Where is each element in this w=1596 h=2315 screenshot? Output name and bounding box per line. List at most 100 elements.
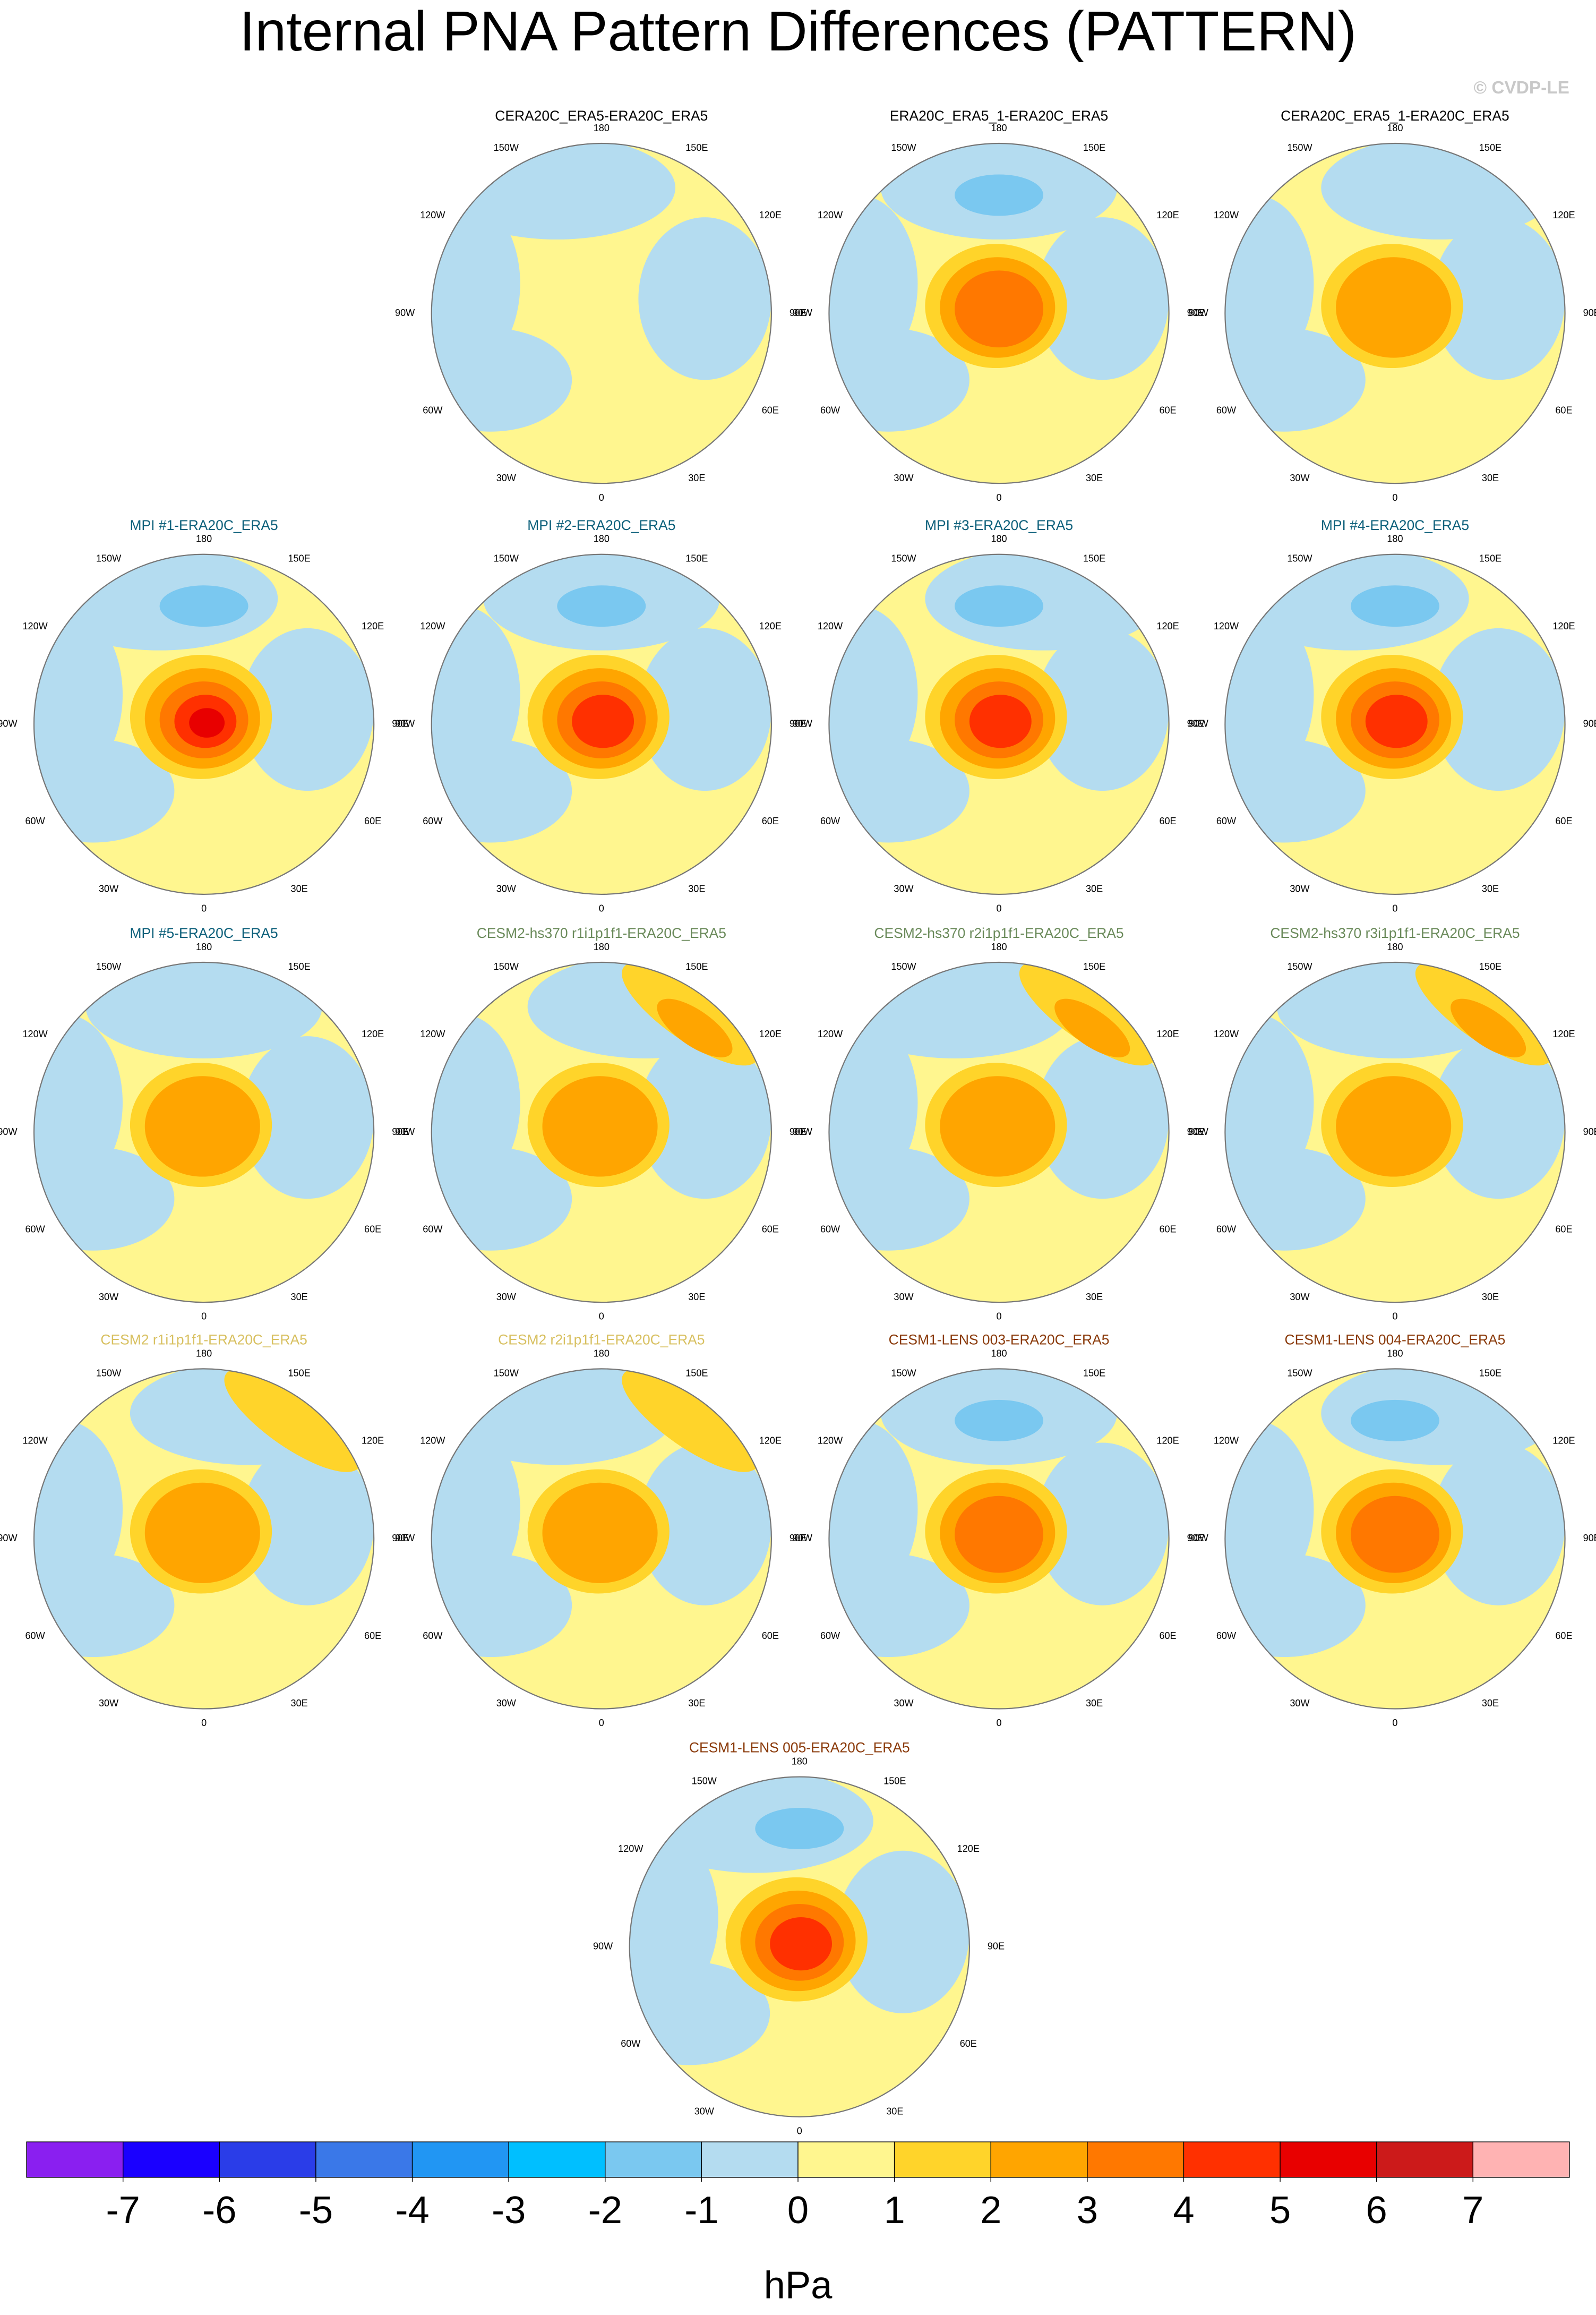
negative-region xyxy=(1225,195,1314,373)
longitude-label: 120W xyxy=(818,1029,843,1039)
longitude-label: 0 xyxy=(599,492,604,503)
pacific-positive xyxy=(657,998,733,1057)
colorbar-box xyxy=(123,2141,220,2178)
longitude-label: 150W xyxy=(494,553,519,564)
longitude-label: 120E xyxy=(362,1029,384,1039)
map-outline xyxy=(828,142,1170,484)
longitude-label: 90E xyxy=(790,1126,806,1137)
longitude-label: 90W xyxy=(1189,1533,1208,1543)
negative-region xyxy=(241,628,374,791)
colorbar-tick-label: -3 xyxy=(492,2189,526,2232)
longitude-label: 60W xyxy=(1216,1224,1236,1234)
longitude-label: 150E xyxy=(883,1775,906,1786)
longitude-label: 120W xyxy=(1214,1436,1239,1446)
polar-positive xyxy=(1336,257,1452,358)
negative-region xyxy=(241,1442,374,1605)
negative-region xyxy=(836,1850,969,2013)
panel-title: CESM2-hs370 r1i1p1f1-ERA20C_ERA5 xyxy=(477,925,726,941)
longitude-label: 0 xyxy=(1392,903,1397,914)
polar-positive xyxy=(1336,1076,1452,1177)
longitude-label: 30W xyxy=(1290,1698,1309,1709)
longitude-label: 90W xyxy=(395,719,415,729)
negative-core xyxy=(159,585,248,627)
longitude-label: 30W xyxy=(694,2106,714,2116)
longitude-label: 0 xyxy=(997,903,1002,914)
negative-region xyxy=(1321,143,1558,240)
longitude-label: 60E xyxy=(1159,405,1176,415)
longitude-label: 180 xyxy=(991,1348,1007,1359)
longitude-label: 60E xyxy=(762,1224,779,1234)
polar-positive xyxy=(572,695,634,748)
longitude-label: 30E xyxy=(886,2106,903,2116)
colorbar-tick-label: -7 xyxy=(106,2189,140,2232)
panel-title: CESM2 r2i1p1f1-ERA20C_ERA5 xyxy=(498,1331,705,1347)
longitude-label: 0 xyxy=(201,1311,207,1322)
negative-region xyxy=(629,1828,718,2006)
longitude-label: 60E xyxy=(960,2038,977,2049)
longitude-label: 150E xyxy=(1479,553,1501,564)
longitude-label: 90E xyxy=(988,1941,1005,1951)
negative-core xyxy=(1350,585,1439,627)
longitude-label: 90E xyxy=(1187,719,1204,729)
polar-positive xyxy=(189,708,225,738)
colorbar-box xyxy=(26,2141,124,2178)
colorbar-tick-label: 7 xyxy=(1462,2189,1483,2232)
negative-region xyxy=(1432,1442,1565,1605)
negative-region xyxy=(1225,1420,1314,1598)
longitude-label: 0 xyxy=(599,1311,604,1322)
longitude-label: 120E xyxy=(1156,621,1179,631)
polar-positive xyxy=(969,695,1032,748)
longitude-label: 120W xyxy=(22,1029,47,1039)
longitude-label: 120W xyxy=(1214,210,1239,220)
colorbar-tick-label: -2 xyxy=(588,2189,622,2232)
negative-core xyxy=(755,1808,844,1849)
longitude-label: 30W xyxy=(1290,884,1309,894)
colorbar-tick-label: -6 xyxy=(202,2189,236,2232)
longitude-label: 90E xyxy=(1583,1533,1596,1543)
longitude-label: 30W xyxy=(496,1698,516,1709)
negative-region xyxy=(431,1420,520,1598)
map-outline xyxy=(431,142,773,484)
longitude-label: 180 xyxy=(991,942,1007,952)
longitude-label: 30E xyxy=(1482,884,1499,894)
longitude-label: 90E xyxy=(392,719,409,729)
longitude-label: 60W xyxy=(423,405,442,415)
longitude-label: 90W xyxy=(593,1941,613,1951)
negative-region xyxy=(1036,217,1169,380)
longitude-label: 120W xyxy=(420,621,445,631)
colorbar-box xyxy=(797,2141,895,2178)
longitude-label: 30E xyxy=(1482,1292,1499,1302)
negative-region xyxy=(85,962,322,1058)
longitude-label: 120E xyxy=(759,1436,782,1446)
longitude-label: 60E xyxy=(364,816,381,826)
panel-title: CERA20C_ERA5-ERA20C_ERA5 xyxy=(495,108,708,124)
longitude-label: 30E xyxy=(688,884,705,894)
longitude-label: 60W xyxy=(820,1630,840,1641)
longitude-label: 150E xyxy=(1479,961,1501,972)
longitude-label: 90W xyxy=(1189,307,1208,318)
longitude-label: 30W xyxy=(894,473,913,483)
colorbar-tick-label: 5 xyxy=(1269,2189,1291,2232)
longitude-label: 30W xyxy=(894,1292,913,1302)
longitude-label: 120E xyxy=(362,1436,384,1446)
longitude-label: 60E xyxy=(364,1224,381,1234)
longitude-label: 0 xyxy=(997,1311,1002,1322)
map-panel xyxy=(1225,554,1565,894)
map-outline xyxy=(33,961,375,1303)
map-outline xyxy=(1224,961,1566,1303)
longitude-label: 60W xyxy=(25,1224,45,1234)
colorbar-box xyxy=(1280,2141,1377,2178)
longitude-label: 120W xyxy=(420,210,445,220)
colorbar-box xyxy=(990,2141,1088,2178)
longitude-label: 60E xyxy=(1555,1224,1572,1234)
longitude-label: 30E xyxy=(1086,884,1103,894)
negative-region xyxy=(1225,1014,1314,1192)
longitude-label: 60E xyxy=(1159,1630,1176,1641)
longitude-label: 60W xyxy=(820,816,840,826)
colorbar-tick-label: 1 xyxy=(883,2189,905,2232)
longitude-label: 90W xyxy=(395,307,415,318)
negative-region xyxy=(829,606,918,784)
negative-region xyxy=(638,628,771,791)
longitude-label: 180 xyxy=(1387,123,1403,133)
panel-title: MPI #2-ERA20C_ERA5 xyxy=(527,517,675,533)
